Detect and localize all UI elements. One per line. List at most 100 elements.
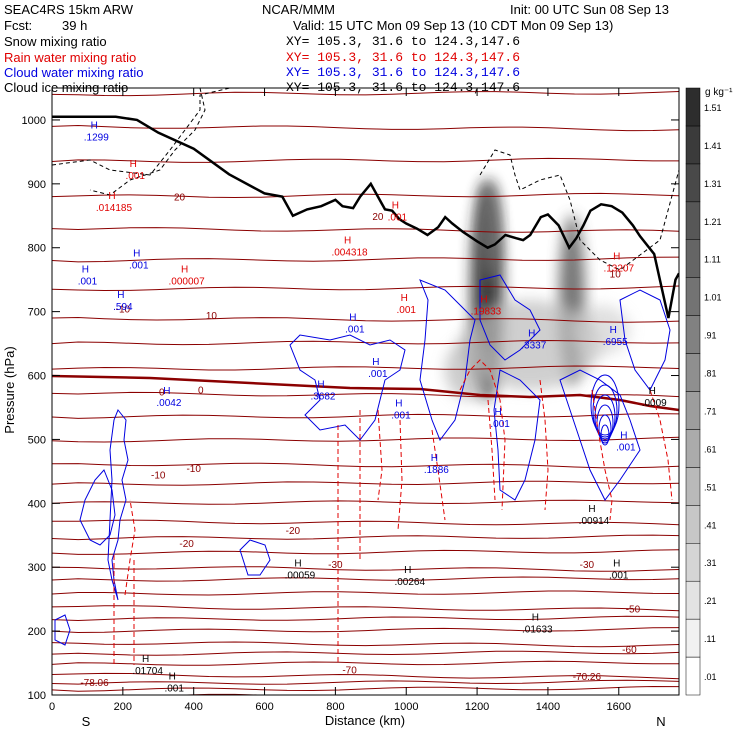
colorbar-swatch-11 bbox=[685, 239, 701, 278]
field-xy-rain: XY= 105.3, 31.6 to 124.3,147.6 bbox=[286, 50, 521, 65]
temperature-label-11: 0 bbox=[159, 388, 165, 399]
colorbar-swatch-4 bbox=[685, 505, 701, 544]
maximum-value-4: .00264 bbox=[394, 577, 425, 588]
maximum-marker-9: H bbox=[620, 431, 627, 442]
freezing-level bbox=[52, 374, 679, 412]
endpoint-right: N bbox=[656, 714, 665, 729]
y-tick-label-1000: 1000 bbox=[22, 115, 46, 127]
rain-water-contour-7 bbox=[487, 399, 496, 501]
x-tick-label-800: 800 bbox=[326, 701, 344, 713]
maximum-marker-19: H bbox=[82, 264, 89, 275]
rain-water-contour-6 bbox=[459, 359, 506, 511]
terrain-line bbox=[52, 115, 679, 319]
maximum-value-7: .0009 bbox=[642, 398, 667, 409]
colorbar-swatch-10 bbox=[685, 277, 701, 316]
init-time: Init: 00 UTC Sun 08 Sep 13 bbox=[510, 2, 669, 17]
isotherm-30 bbox=[52, 124, 679, 132]
rain-water-contour-5 bbox=[431, 429, 446, 521]
isotherm-9 bbox=[52, 605, 679, 612]
rain-water-contour-10 bbox=[649, 389, 673, 501]
cloud-water-contour-1 bbox=[79, 469, 116, 546]
x-tick-label-1600: 1600 bbox=[607, 701, 631, 713]
maximum-value-19: .001 bbox=[78, 276, 98, 287]
maximum-value-18: .594 bbox=[113, 302, 133, 313]
temperature-label-3: -60 bbox=[622, 645, 637, 656]
maximum-value-20: .001 bbox=[129, 261, 149, 272]
cloud-ice-contour-1 bbox=[52, 88, 231, 196]
rain-water-contour-0 bbox=[113, 555, 135, 665]
temperature-label-1: -70 bbox=[342, 665, 357, 676]
colorbar-label-1: .11 bbox=[704, 634, 716, 644]
fcst-value: 39 h bbox=[62, 18, 88, 33]
rain-water-contour-8 bbox=[539, 379, 549, 511]
isotherm-3 bbox=[52, 672, 679, 680]
maximum-marker-2: H bbox=[532, 613, 539, 624]
cloud-water-core-ring-4 bbox=[598, 414, 612, 444]
x-tick-label-1400: 1400 bbox=[536, 701, 560, 713]
cloud-water-contour-3 bbox=[289, 334, 406, 441]
y-tick-label-100: 100 bbox=[28, 690, 46, 702]
isotherm-20 bbox=[52, 413, 679, 419]
cloud-water-core-ring-2 bbox=[594, 394, 616, 440]
maximum-marker-0: H bbox=[169, 671, 176, 682]
colorbar-label-10: 1.01 bbox=[704, 293, 722, 303]
maximum-value-8: .1886 bbox=[424, 465, 449, 476]
y-tick-label-400: 400 bbox=[28, 498, 46, 510]
colorbar-swatch-3 bbox=[685, 543, 701, 582]
colorbar: .01 .11 .21 .31 .41 .51 .61 .71 .81 .91 1.01 1.11 1.… bbox=[685, 87, 722, 696]
temperature-label-9: -10 bbox=[151, 471, 166, 482]
maximum-labels: H.001H.01704H.01633H.00059H.00264H.001H.… bbox=[78, 121, 667, 695]
maximum-value-0: .001 bbox=[164, 683, 184, 694]
x-tick-label-0: 0 bbox=[49, 701, 55, 713]
isotherm-25 bbox=[52, 285, 679, 292]
rain-water-contour-1 bbox=[124, 499, 136, 596]
colorbar-label-6: .61 bbox=[704, 444, 717, 454]
isotherm-14 bbox=[52, 534, 679, 541]
temperature-label-2: -70.26 bbox=[573, 672, 602, 683]
axes: 0 200 400 600 800 1000 1200 1400 160020030040050… bbox=[22, 88, 679, 713]
temperature-label-17: 20 bbox=[372, 212, 384, 223]
field-label-rain: Rain water mixing ratio bbox=[4, 50, 137, 65]
colorbar-label-13: 1.31 bbox=[704, 179, 722, 189]
maximum-marker-16: H bbox=[610, 325, 617, 336]
y-tick-label-900: 900 bbox=[28, 179, 46, 191]
colorbar-swatch-15 bbox=[685, 87, 701, 127]
colorbar-swatch-12 bbox=[685, 201, 701, 240]
rain-water-contours bbox=[113, 359, 673, 665]
colorbar-swatch-8 bbox=[685, 353, 701, 392]
isotherm-17 bbox=[52, 480, 679, 486]
colorbar-label-0: .01 bbox=[704, 672, 717, 682]
maximum-marker-1: H bbox=[142, 654, 149, 665]
maximum-value-28: .014185 bbox=[96, 203, 133, 214]
maximum-marker-3: H bbox=[294, 558, 301, 569]
colorbar-label-14: 1.41 bbox=[704, 141, 722, 151]
isotherm-10 bbox=[52, 590, 679, 596]
field-xy-cloud-water: XY= 105.3, 31.6 to 124.3,147.6 bbox=[286, 65, 521, 80]
temperature-label-10: -10 bbox=[186, 464, 201, 475]
cloud-water-contours bbox=[54, 274, 671, 646]
isotherm-2 bbox=[52, 679, 679, 685]
cloud-water-contour-8 bbox=[619, 289, 671, 391]
snow-veil-1 bbox=[460, 300, 600, 390]
maximum-value-9: .001 bbox=[616, 443, 636, 454]
x-tick-label-1000: 1000 bbox=[394, 701, 418, 713]
fcst-label: Fcst: bbox=[4, 18, 33, 33]
y-axis-label: Pressure (hPa) bbox=[2, 346, 17, 433]
cloud-water-core-ring-0 bbox=[590, 374, 620, 436]
maximum-value-1: .01704 bbox=[132, 666, 163, 677]
temperature-label-8: -20 bbox=[286, 526, 301, 537]
colorbar-label-12: 1.21 bbox=[704, 217, 722, 227]
isotherm-5 bbox=[52, 650, 679, 656]
cloud-water-contour-6 bbox=[493, 369, 541, 501]
maximum-marker-8: H bbox=[431, 453, 438, 464]
maximum-marker-27: H bbox=[392, 201, 399, 212]
rain-water-contour-3 bbox=[377, 409, 383, 501]
plot-frame bbox=[51, 87, 680, 696]
maximum-marker-13: H bbox=[317, 380, 324, 391]
colorbar-swatch-9 bbox=[685, 315, 701, 354]
maximum-value-24: .000007 bbox=[169, 276, 206, 287]
colorbar-unit: g kg⁻¹ bbox=[705, 87, 733, 98]
maximum-marker-28: H bbox=[108, 191, 115, 202]
temperature-labels: -78.06 -70 -70.26 -60 -50 -30 -30 -20 -20 -10 -10 0… bbox=[80, 193, 640, 690]
